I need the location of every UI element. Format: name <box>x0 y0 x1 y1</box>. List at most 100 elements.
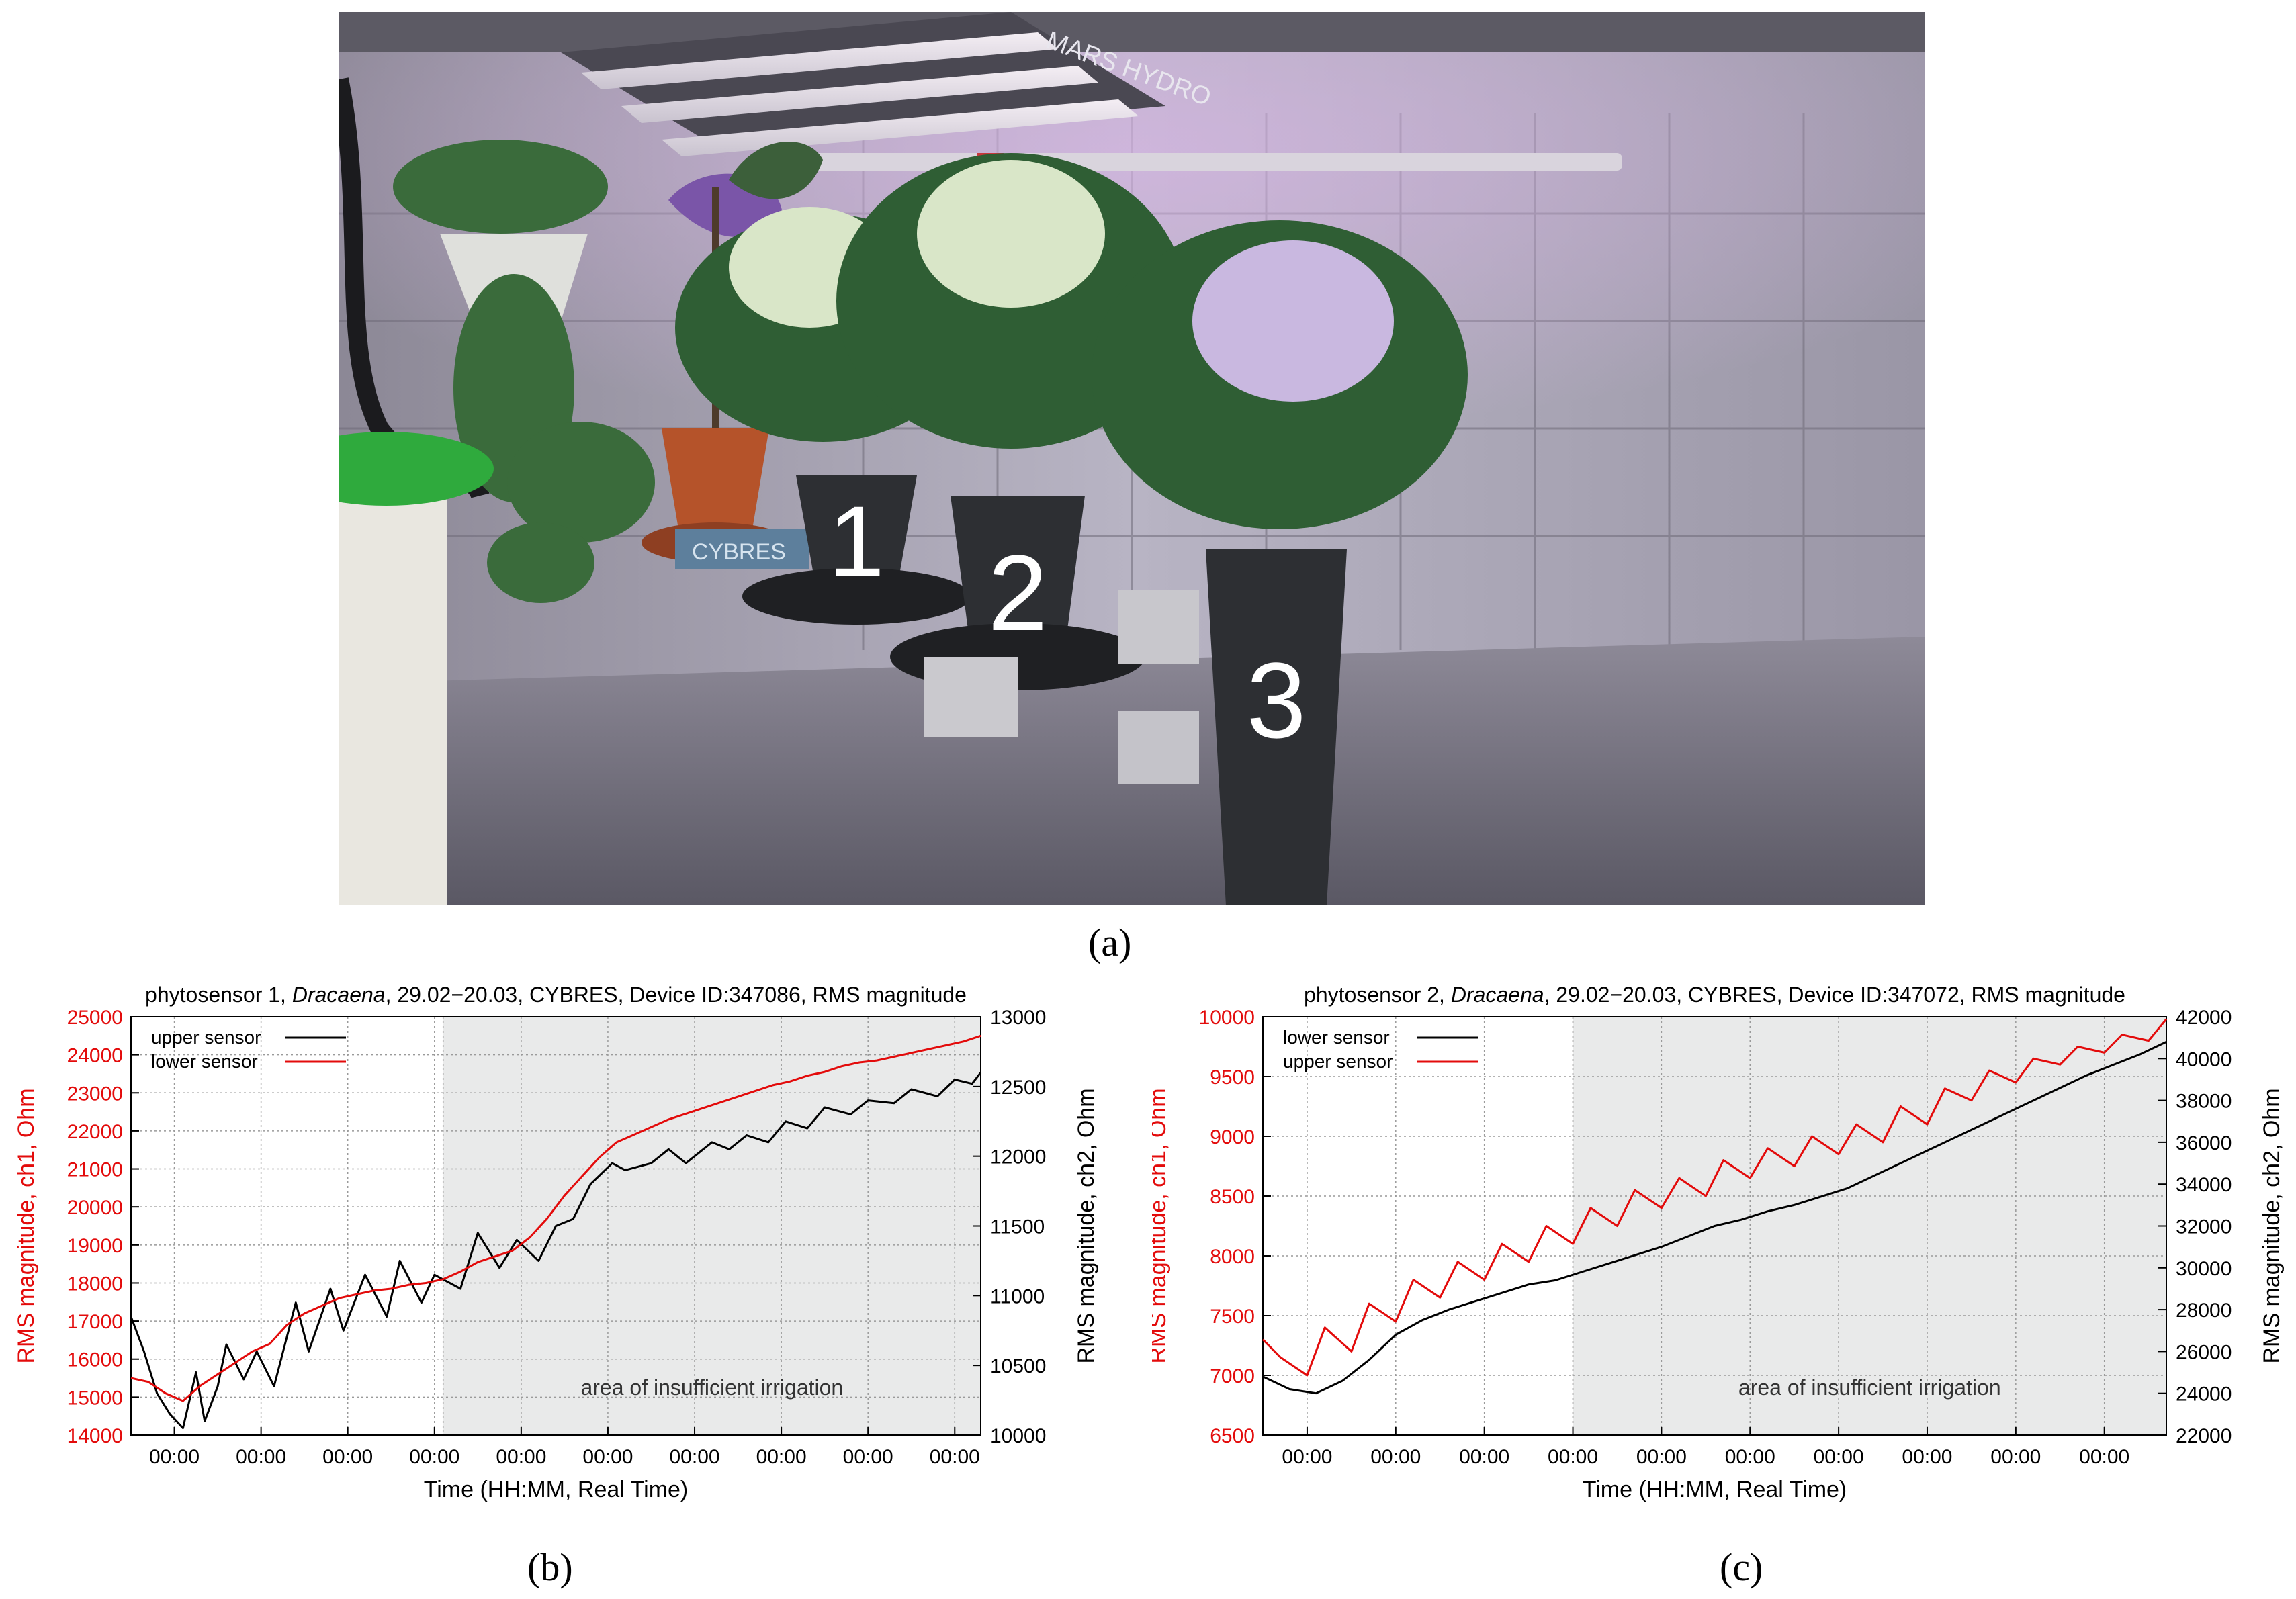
y-left-tick-label: 24000 <box>67 1045 123 1067</box>
y-right-tick-label: 11500 <box>990 1216 1045 1238</box>
y-left-tick-label: 9500 <box>1210 1066 1255 1089</box>
y-right-tick-label: 22000 <box>2176 1425 2232 1447</box>
clay-pot <box>662 428 769 529</box>
ceiling-frame <box>339 12 1925 52</box>
series-line-lower-sensor <box>130 1034 981 1402</box>
caption-c: (c) <box>1720 1545 1763 1589</box>
y-left-tick-label: 16000 <box>67 1349 123 1371</box>
insufficient-irrigation-region <box>443 1017 981 1435</box>
ivy-foliage <box>393 140 655 603</box>
legend-label: upper sensor <box>1283 1051 1393 1072</box>
x-tick-label: 00:00 <box>1459 1446 1509 1468</box>
x-tick-label: 00:00 <box>1370 1446 1421 1468</box>
chart-title-prefix: phytosensor 2, <box>1304 983 1451 1007</box>
sensor-device-label: CYBRES <box>692 539 786 565</box>
y-left-tick-label: 10000 <box>1199 1007 1255 1029</box>
x-tick-label: 00:00 <box>669 1446 719 1468</box>
y-right-tick-label: 28000 <box>2176 1299 2232 1322</box>
x-tick-label: 00:00 <box>1548 1446 1598 1468</box>
y-right-tick-label: 34000 <box>2176 1174 2232 1196</box>
y-left-tick-label: 15000 <box>67 1387 123 1409</box>
x-tick-label: 00:00 <box>149 1446 200 1468</box>
y-left-tick-label: 25000 <box>67 1007 123 1029</box>
series-line-lower-sensor <box>1262 1041 2167 1395</box>
y-right-tick-label: 10000 <box>990 1425 1046 1447</box>
series-line-upper-sensor <box>130 1072 982 1430</box>
pot-1 <box>796 475 917 590</box>
insufficient-irrigation-region <box>1573 1017 2166 1435</box>
bucket-lid <box>339 432 494 506</box>
greenhouse-photo: MARS HYDRO CYBRES 1 <box>339 12 1925 905</box>
y-left-tick-label: 19000 <box>67 1235 123 1257</box>
pot-1-number: 1 <box>828 485 884 598</box>
y-right-tick-label: 32000 <box>2176 1216 2232 1238</box>
x-tick-label: 00:00 <box>843 1446 893 1468</box>
x-tick-label: 00:00 <box>1725 1446 1775 1468</box>
y-left-tick-label: 18000 <box>67 1273 123 1295</box>
x-tick-label: 00:00 <box>1814 1446 1864 1468</box>
white-bucket <box>339 469 447 905</box>
y-right-tick-label: 40000 <box>2176 1048 2232 1070</box>
y-left-tick-label: 23000 <box>67 1083 123 1105</box>
x-axis-label: Time (HH:MM, Real Time) <box>424 1477 689 1502</box>
y-right-tick-label: 10500 <box>990 1355 1046 1377</box>
legend-label: lower sensor <box>151 1051 258 1072</box>
y-right-tick-label: 13000 <box>990 1007 1046 1029</box>
x-tick-label: 00:00 <box>1636 1446 1687 1468</box>
y-right-axis-label: RMS magnitude, ch2, Ohm <box>1073 1088 1099 1363</box>
y-left-axis-label: RMS magnitude, ch1, Ohm <box>13 1088 39 1363</box>
x-tick-label: 00:00 <box>236 1446 286 1468</box>
chart-title-prefix: phytosensor 1, <box>145 983 292 1007</box>
y-right-tick-label: 12500 <box>990 1077 1046 1099</box>
y-right-tick-label: 30000 <box>2176 1258 2232 1280</box>
y-right-tick-label: 12000 <box>990 1146 1046 1169</box>
chart-title-species: Dracaena <box>292 983 386 1007</box>
chart-title: phytosensor 2, Dracaena, 29.02−20.03, CY… <box>1304 983 2125 1007</box>
y-left-tick-label: 8500 <box>1210 1186 1255 1208</box>
y-left-tick-label: 14000 <box>67 1425 123 1447</box>
legend-label: lower sensor <box>1283 1027 1390 1048</box>
region-label: area of insufficient irrigation <box>580 1375 843 1400</box>
pot-2-number: 2 <box>988 533 1048 653</box>
chart-title: phytosensor 1, Dracaena, 29.02−20.03, CY… <box>145 983 967 1007</box>
y-right-tick-label: 38000 <box>2176 1091 2232 1113</box>
caption-b: (b) <box>527 1545 573 1589</box>
y-left-tick-label: 21000 <box>67 1159 123 1181</box>
chart-title-species: Dracaena <box>1451 983 1544 1007</box>
x-tick-label: 00:00 <box>582 1446 633 1468</box>
x-tick-label: 00:00 <box>496 1446 546 1468</box>
chart-phytosensor-2: 6500 7000 7500 8000 8500 9000 9500 10000 22000 24… <box>1152 983 2285 1502</box>
pot-2 <box>951 496 1085 650</box>
dracaena-plant-3 <box>1092 220 1468 529</box>
grow-lamp-bars <box>581 32 1139 156</box>
led-strip-lamp <box>776 153 1622 171</box>
caption-a: (a) <box>1088 921 1132 964</box>
x-tick-label: 00:00 <box>1990 1446 2041 1468</box>
y-left-tick-label: 8000 <box>1210 1246 1255 1268</box>
chart-phytosensor-1: 14000 15000 16000 17000 18000 19000 20000 21000… <box>13 983 1099 1502</box>
y-left-tick-label: 20000 <box>67 1197 123 1219</box>
y-left-tick-label: 6500 <box>1210 1425 1255 1447</box>
y-left-tick-label: 17000 <box>67 1311 123 1333</box>
y-right-axis-label: RMS magnitude, ch2, Ohm <box>2259 1088 2285 1363</box>
x-tick-label: 00:00 <box>1282 1446 1332 1468</box>
x-tick-label: 00:00 <box>1902 1446 1952 1468</box>
y-left-tick-label: 7500 <box>1210 1306 1255 1328</box>
y-right-tick-label: 26000 <box>2176 1341 2232 1363</box>
x-tick-label: 00:00 <box>322 1446 373 1468</box>
legend-label: upper sensor <box>151 1027 261 1048</box>
y-left-tick-label: 9000 <box>1210 1126 1255 1148</box>
y-left-axis-label: RMS magnitude, ch1, Ohm <box>1152 1088 1171 1363</box>
chart-title-suffix: , 29.02−20.03, CYBRES, Device ID:347072,… <box>1544 983 2125 1007</box>
x-tick-label: 00:00 <box>930 1446 980 1468</box>
x-tick-label: 00:00 <box>756 1446 807 1468</box>
y-right-tick-label: 11000 <box>990 1285 1045 1308</box>
x-tick-label: 00:00 <box>2079 1446 2129 1468</box>
y-right-tick-label: 36000 <box>2176 1132 2232 1154</box>
sensor-device <box>675 529 809 569</box>
x-tick-label: 00:00 <box>409 1446 459 1468</box>
y-right-tick-label: 24000 <box>2176 1383 2232 1406</box>
x-axis-label: Time (HH:MM, Real Time) <box>1583 1477 1847 1502</box>
y-left-tick-label: 7000 <box>1210 1365 1255 1387</box>
pot-3 <box>1206 549 1347 905</box>
